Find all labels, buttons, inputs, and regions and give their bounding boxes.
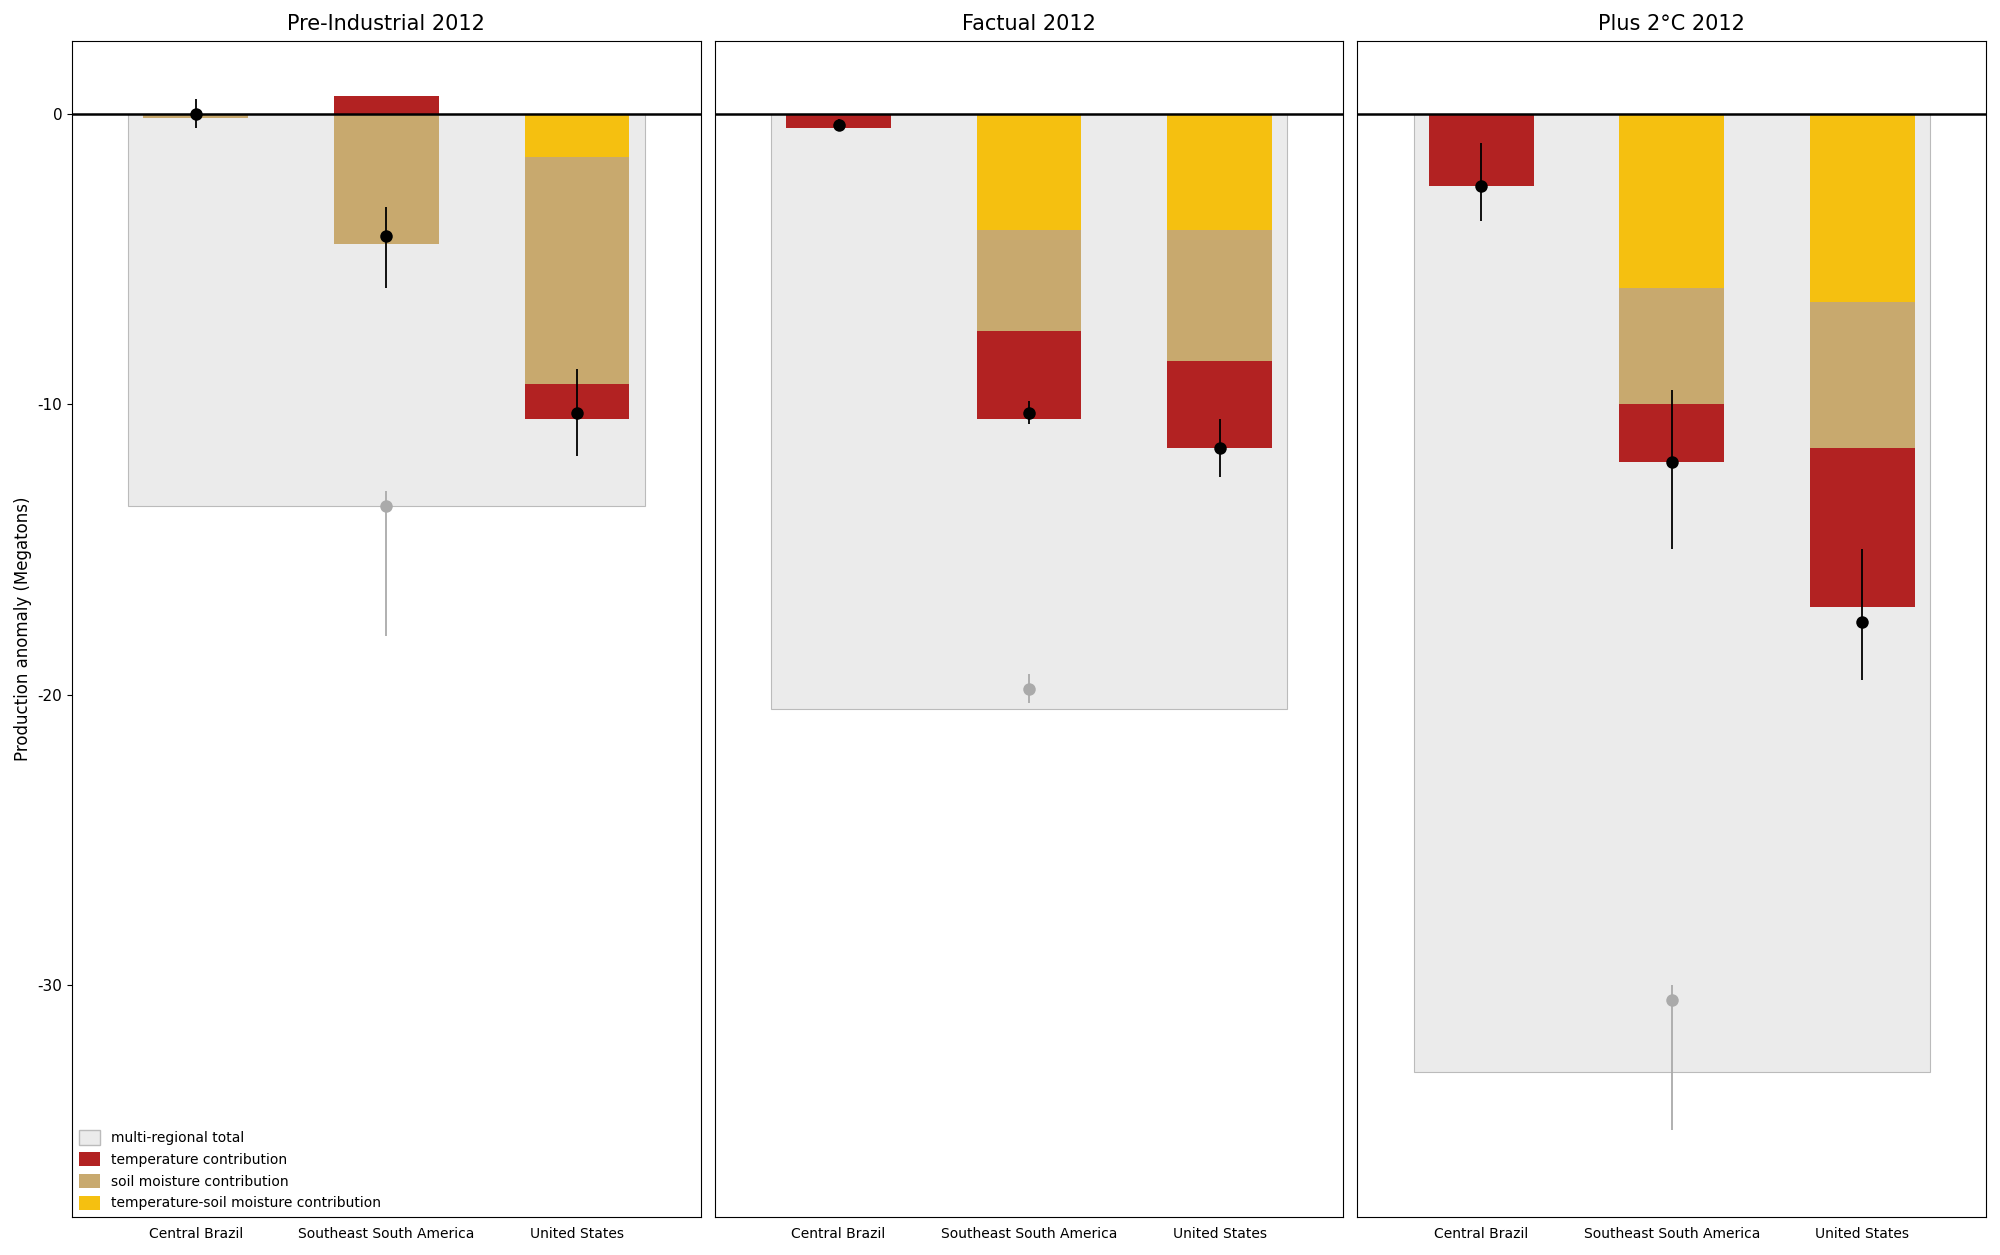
Bar <box>1168 360 1272 448</box>
Bar <box>524 384 630 419</box>
Bar <box>1414 114 1930 1072</box>
Bar <box>334 97 438 114</box>
Bar <box>1810 448 1914 607</box>
Bar <box>770 114 1288 709</box>
Bar <box>1810 302 1914 448</box>
Bar <box>524 157 630 384</box>
Bar <box>1168 230 1272 360</box>
Bar <box>976 114 1082 230</box>
Title: Plus 2°C 2012: Plus 2°C 2012 <box>1598 14 1746 34</box>
Bar <box>1620 404 1724 462</box>
Bar <box>976 230 1082 331</box>
Bar <box>786 114 890 128</box>
Bar <box>1620 287 1724 404</box>
Bar <box>524 114 630 157</box>
Bar <box>1810 114 1914 302</box>
Bar <box>1620 114 1724 287</box>
Legend: multi-regional total, temperature contribution, soil moisture contribution, temp: multi-regional total, temperature contri… <box>78 1131 380 1210</box>
Bar <box>976 331 1082 419</box>
Title: Pre-Industrial 2012: Pre-Industrial 2012 <box>288 14 486 34</box>
Bar <box>128 114 644 506</box>
Bar <box>1168 114 1272 230</box>
Title: Factual 2012: Factual 2012 <box>962 14 1096 34</box>
Bar <box>144 114 248 118</box>
Bar <box>1428 114 1534 186</box>
Y-axis label: Production anomaly (Megatons): Production anomaly (Megatons) <box>14 497 32 762</box>
Bar <box>334 114 438 245</box>
